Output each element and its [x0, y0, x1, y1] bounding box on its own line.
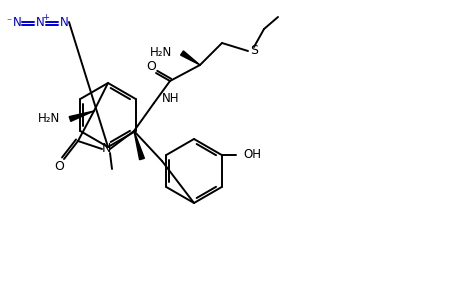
Text: +: + [42, 14, 50, 22]
Text: H₂N: H₂N [38, 113, 60, 126]
Text: N: N [13, 16, 21, 29]
Text: OH: OH [244, 149, 262, 162]
Text: ⁻: ⁻ [7, 17, 12, 27]
Polygon shape [69, 111, 94, 121]
Polygon shape [181, 51, 200, 65]
Text: NH: NH [162, 92, 179, 105]
Text: N: N [101, 143, 111, 156]
Text: N: N [60, 16, 68, 29]
Text: N: N [35, 16, 44, 29]
Text: H₂N: H₂N [150, 46, 172, 60]
Text: O: O [54, 160, 64, 173]
Polygon shape [134, 131, 144, 160]
Text: O: O [146, 60, 156, 73]
Text: S: S [250, 45, 258, 58]
